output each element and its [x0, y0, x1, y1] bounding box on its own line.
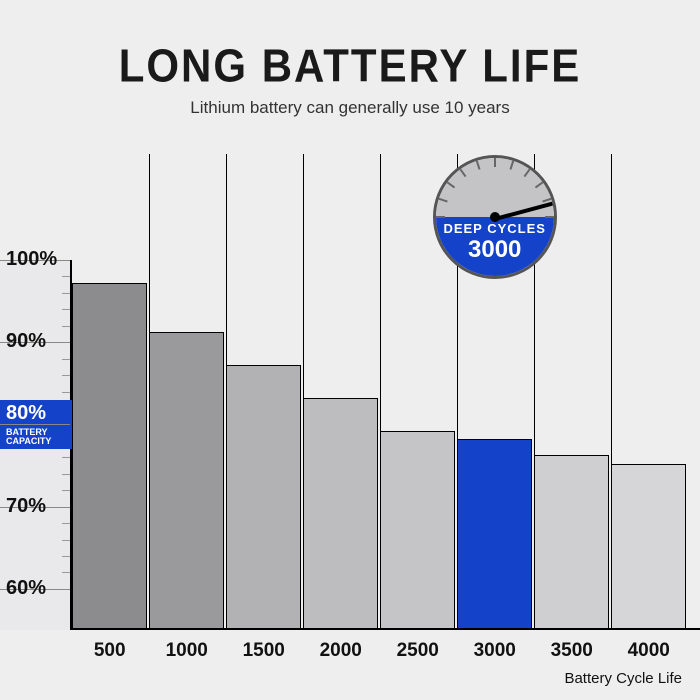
y-highlight-caption: BATTERYCAPACITY — [6, 428, 51, 446]
chart: 80% BATTERYCAPACITY 60% 70% 90% 100% — [0, 260, 700, 630]
page-subtitle: Lithium battery can generally use 10 yea… — [0, 98, 700, 118]
x-tick-label: 4000 — [628, 640, 670, 662]
bar — [72, 283, 147, 628]
y-tick — [0, 424, 70, 425]
gauge-dial: DEEP CYCLES 3000 — [433, 155, 557, 279]
vertical-guide — [226, 154, 227, 628]
bar — [226, 365, 301, 628]
vertical-guide — [303, 154, 304, 628]
gauge-value: 3000 — [436, 236, 554, 264]
y-tick: 100% — [0, 260, 70, 261]
vertical-guide — [149, 154, 150, 628]
y-tick-label: 90% — [6, 330, 46, 353]
plot-area — [72, 260, 700, 630]
bar — [149, 332, 224, 628]
bar — [611, 464, 686, 628]
x-tick-label: 1000 — [166, 640, 208, 662]
gauge: DEEP CYCLES 3000 — [433, 155, 557, 279]
y-tick-label: 70% — [6, 495, 46, 518]
y-highlight-percent: 80% — [6, 402, 46, 425]
x-tick-label: 1500 — [243, 640, 285, 662]
y-tick: 60% — [0, 589, 70, 590]
vertical-guide — [380, 154, 381, 628]
x-tick-label: 500 — [94, 640, 126, 662]
y-tick-label: 60% — [6, 577, 46, 600]
y-tick-label: 100% — [6, 248, 57, 271]
page-title: LONG BATTERY LIFE — [0, 0, 700, 92]
x-tick-label: 3000 — [474, 640, 516, 662]
bar — [380, 431, 455, 628]
gauge-label: DEEP CYCLES — [436, 221, 554, 236]
vertical-guide — [611, 154, 612, 628]
bar — [303, 398, 378, 628]
x-axis-label: Battery Cycle Life — [564, 670, 682, 687]
bar — [534, 455, 609, 628]
bar-highlight — [457, 439, 532, 628]
y-tick: 70% — [0, 507, 70, 508]
x-tick-label: 2500 — [397, 640, 439, 662]
x-tick-label: 2000 — [320, 640, 362, 662]
x-tick-label: 3500 — [551, 640, 593, 662]
y-tick: 90% — [0, 342, 70, 343]
y-axis: 80% BATTERYCAPACITY 60% 70% 90% 100% — [0, 260, 72, 630]
